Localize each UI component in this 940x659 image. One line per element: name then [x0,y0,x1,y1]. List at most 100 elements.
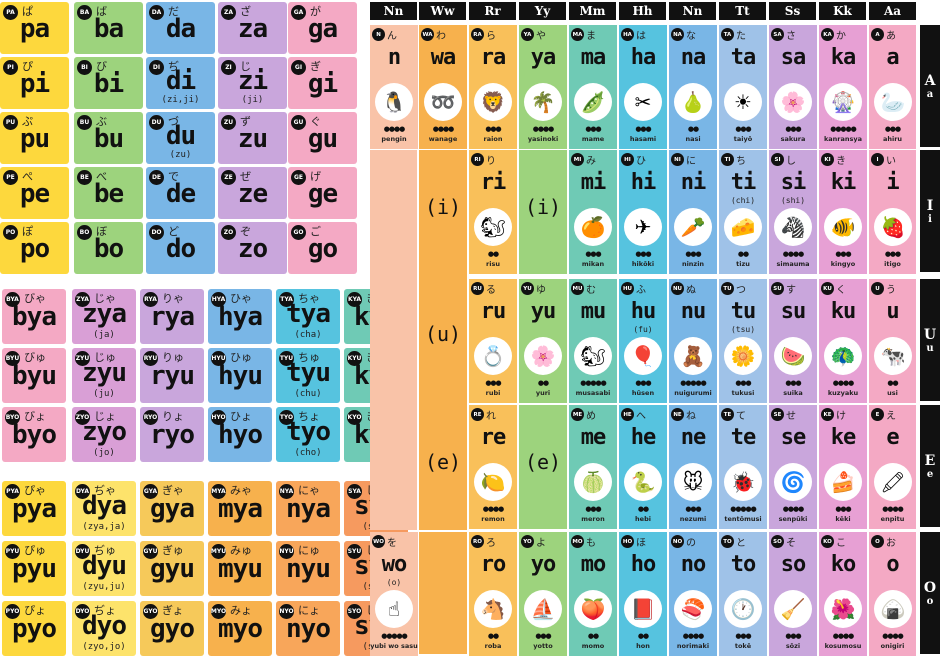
column-header-tt: Tt [719,2,766,20]
syllable-dots: ●●●●● [680,379,707,387]
example-word: mikan [581,260,605,268]
syllable-tile-do: DO ど do [146,222,215,274]
kana-label: り [486,156,496,167]
romaji-label: gyu [150,554,195,585]
romaji-label: ke [830,425,857,450]
syllable-tile-zyo: ZYO じょ zyo (jo) [72,407,136,462]
kana-label: ま [586,31,596,42]
syllable-dots: ●●●● [482,505,504,513]
syllable-tag: TU [721,282,734,295]
chart-cell-u: U う u 🐄 ●● usi [869,279,916,403]
romaji-label: si [780,170,807,195]
kana-label: だ [168,5,179,18]
chart-cell-ya: YA や ya 🌴 ●●●● yasinoki [519,25,567,149]
romaji-label: mya [218,494,263,525]
syllable-tile-gi: GI ぎ gi [288,57,357,109]
kana-label: ぎゃ [162,484,184,497]
kana-label: べ [96,170,107,183]
syllable-tag: PA [3,5,18,20]
syllable-tile-zo: ZO ぞ zo [218,222,287,274]
kana-label: ご [310,225,321,238]
syllable-dots: ●●● [535,632,551,640]
romaji-label: pu [19,124,50,155]
romaji-label: pi [19,69,50,100]
kana-label: ぢょ [94,604,116,617]
romaji-label: gyo [150,614,195,645]
syllable-tag: TA [721,28,734,41]
picture-kanransya-icon: 🎡 [824,83,862,121]
chart-cell-yo: YO よ yo ⛵ ●●● yotto [519,532,567,656]
syllable-tile-tya: TYA ちゃ tya (cha) [276,289,340,344]
syllable-tile-dya: DYA ぢゃ dya (zya,ja) [72,481,136,536]
syllable-dots: ●●●● [782,505,804,513]
syllable-tag: DI [149,60,164,75]
syllable-tile-zyu: ZYU じゅ zyu (ju) [72,348,136,403]
syllable-tile-hyo: HYO ひょ hyo [208,407,272,462]
syllable-dots: ●●● [785,379,801,387]
kana-label: む [586,285,596,296]
syllable-tile-tyu: TYU ちゅ tyu (chu) [276,348,340,403]
romaji-label: wo [381,552,408,577]
syllable-tag: I [871,153,884,166]
romaji-label: zo [237,234,268,265]
romaji-alternate: (zu) [169,150,192,160]
syllable-tile-dyo: DYO ぢょ dyo (zyo,jo) [72,601,136,656]
syllable-tag: MA [571,28,584,41]
kana-label: ぱ [22,5,33,18]
chart-cell-ki: KI き ki 🐠 ●●● kingyo [819,150,867,274]
syllable-dots: ●●●● [832,632,854,640]
syllable-tag: RI [471,153,484,166]
column-header-hh: Hh [619,2,666,20]
chart-cell-mo: MO も mo 🍑 ●● momo [569,532,617,656]
kana-label: ぽ [22,225,33,238]
example-word: pengin [381,135,407,143]
romaji-label: ne [680,425,707,450]
romaji-label: to [730,552,757,577]
kana-label: みょ [230,604,252,617]
kana-label: あ [886,31,896,42]
syllable-dots: ●● [537,379,549,387]
chart-cell-ri: RI り ri 🐿 ●● risu [469,150,517,274]
romaji-label: mo [580,552,607,577]
syllable-tag: KYA [347,292,362,307]
example-word: usi [887,389,898,397]
picture-nezumi-icon: 🐭 [674,463,712,501]
column-header-mm: Mm [569,2,616,20]
syllable-tag: GO [291,225,306,240]
picture-momo-icon: 🍑 [574,590,612,628]
syllable-tile-ryu: RYU りゅ ryu [140,348,204,403]
y-column-blank-e [519,405,567,529]
romaji-label: nyo [286,614,331,645]
syllable-tag: GA [291,5,306,20]
syllable-tag: SA [771,28,784,41]
row-label-lower: e [926,468,934,480]
syllable-dots: ●● [487,250,499,258]
syllable-tile-bi: BI び bi [74,57,143,109]
kana-label: ちょ [298,410,320,423]
syllable-tag: BE [77,170,92,185]
romaji-label: gi [307,69,338,100]
picture-kuzyaku-icon: 🦚 [824,337,862,375]
syllable-tag: ZYA [75,292,90,307]
syllable-tag: NI [671,153,684,166]
syllable-tag: DYA [75,484,90,499]
example-word: ahiru [882,135,903,143]
chart-cell-yu: YU ゆ yu 🌸 ●● yuri [519,279,567,403]
syllable-tile-myu: MYU みゅ myu [208,541,272,596]
chart-cell-re: RE れ re 🍋 ●●●● remon [469,405,517,529]
syllable-tag: RYU [143,351,158,366]
column-header-ww: Ww [419,2,466,20]
picture-nuigurumi-icon: 🧸 [674,337,712,375]
syllable-tag: YA [521,28,534,41]
syllable-tag: KO [821,535,834,548]
example-word: tentōmusi [724,515,762,523]
syllable-tile-ryo: RYO りょ ryo [140,407,204,462]
romaji-label: ha [630,45,657,70]
kana-label: こ [836,538,846,549]
kana-label: ほ [636,538,646,549]
example-word: yubi wo sasu [370,642,418,650]
syllable-tile-tyo: TYO ちょ tyo (cho) [276,407,340,462]
kana-label: と [736,538,746,549]
kana-label: や [536,31,546,42]
